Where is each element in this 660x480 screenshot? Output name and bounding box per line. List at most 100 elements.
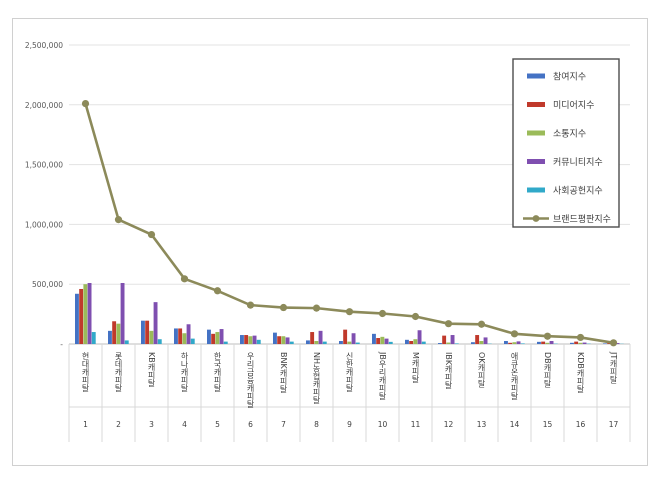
bars — [75, 283, 624, 344]
legend-label: 소통지수 — [553, 129, 586, 140]
bar — [219, 329, 224, 344]
bar — [409, 341, 414, 344]
bar — [318, 330, 323, 344]
x-tick-label: 현대캐피탈 — [81, 352, 90, 392]
bar — [549, 341, 554, 344]
bar — [190, 338, 195, 344]
bar — [149, 330, 154, 344]
line-point — [576, 333, 585, 342]
bar — [211, 333, 216, 344]
bar — [537, 341, 541, 344]
bar — [322, 341, 327, 344]
bar — [252, 335, 257, 344]
bar — [380, 336, 385, 344]
line-point — [147, 230, 156, 239]
bar — [504, 341, 508, 344]
bar — [124, 340, 129, 344]
bar — [615, 343, 620, 344]
bar — [273, 332, 277, 344]
bar — [347, 341, 352, 344]
bar — [384, 338, 389, 344]
bar — [87, 283, 92, 344]
x-tick-label: KB캐피탈 — [147, 352, 156, 387]
bar — [421, 341, 426, 344]
bar — [516, 341, 521, 344]
x-tick-label: NH농협캐피탈 — [312, 352, 321, 404]
legend-swatch — [527, 130, 545, 136]
x-rank-label: 11 — [411, 420, 421, 429]
legend-swatch — [527, 159, 545, 164]
legend-marker — [532, 215, 540, 222]
bar — [306, 340, 310, 344]
bar — [186, 324, 191, 344]
bar — [285, 337, 290, 344]
bar — [351, 333, 356, 344]
x-rank-label: 15 — [543, 420, 553, 429]
line-point — [279, 303, 288, 312]
bar — [417, 330, 422, 344]
x-rank-label: 4 — [182, 420, 187, 429]
legend-label: 사회공헌지수 — [553, 186, 603, 197]
x-tick-label: M캐피탈 — [411, 352, 420, 383]
bar — [277, 336, 282, 344]
x-tick-label: BNK캐피탈 — [279, 352, 288, 393]
x-tick-label: JT캐피탈 — [609, 351, 618, 383]
bar — [174, 328, 178, 344]
bar — [112, 321, 117, 344]
x-tick-label: OK캐피탈 — [477, 352, 486, 388]
bar — [471, 342, 475, 344]
line-point — [180, 275, 189, 283]
x-rank-label: 3 — [149, 420, 154, 429]
x-rank-label: 5 — [215, 420, 220, 429]
bar — [541, 341, 546, 344]
bar — [438, 343, 442, 344]
bar — [413, 339, 418, 344]
x-tick-label: 애큐온캐피탈 — [510, 352, 519, 400]
bar — [289, 341, 294, 344]
bar — [310, 332, 315, 344]
bar — [120, 283, 125, 344]
bar — [442, 335, 447, 344]
x-rank-label: 2 — [116, 420, 121, 429]
bar — [314, 341, 319, 344]
x-rank-label: 8 — [314, 420, 319, 429]
bar — [355, 342, 360, 344]
x-rank-label: 1 — [83, 420, 88, 429]
bar — [479, 341, 484, 344]
x-rank-label: 16 — [576, 420, 586, 429]
x-axis: 현대캐피탈 1 롯데캐피탈 2 KB캐피탈 3 하나캐피탈 4 한국캐피탈 5 우리금융캐피탈 6 BN… — [68, 344, 631, 442]
x-tick-label: 우리금융캐피탈 — [246, 352, 255, 408]
bar — [582, 342, 587, 344]
y-axis: - 500,000 1,000,000 1,500,000 2,000,000 2,500… — [25, 41, 63, 349]
legend-label: 브랜드평판지수 — [553, 214, 611, 225]
x-rank-label: 13 — [477, 420, 487, 429]
line-point — [213, 287, 222, 295]
bar — [574, 341, 579, 344]
line-point — [609, 339, 618, 347]
x-rank-label: 7 — [281, 420, 286, 429]
bar — [244, 335, 249, 344]
y-tick-label: - — [60, 340, 63, 349]
legend-label: 참여지수 — [553, 71, 586, 83]
x-tick-label: JB우리캐피탈 — [378, 351, 387, 400]
bar — [182, 333, 187, 344]
bar — [450, 335, 455, 344]
x-tick-label: IBK캐피탈 — [444, 352, 453, 389]
chart-frame: - 500,000 1,000,000 1,500,000 2,000,000 2,500… — [12, 18, 648, 466]
bar — [223, 341, 228, 344]
y-tick-label: 2,500,000 — [25, 41, 63, 50]
bar — [248, 336, 253, 344]
bar — [141, 320, 145, 344]
x-rank-label: 6 — [248, 420, 253, 429]
bar — [570, 342, 574, 344]
bar — [281, 336, 286, 344]
legend-label: 커뮤니티지수 — [553, 157, 603, 168]
line-point — [411, 312, 420, 321]
bar — [388, 341, 393, 344]
x-tick-label: DB캐피탈 — [543, 352, 552, 388]
y-tick-label: 2,000,000 — [25, 101, 63, 110]
x-tick-label: KDB캐피탈 — [576, 352, 585, 393]
x-rank-label: 14 — [510, 420, 520, 429]
chart-svg: - 500,000 1,000,000 1,500,000 2,000,000 2,500… — [25, 41, 631, 442]
